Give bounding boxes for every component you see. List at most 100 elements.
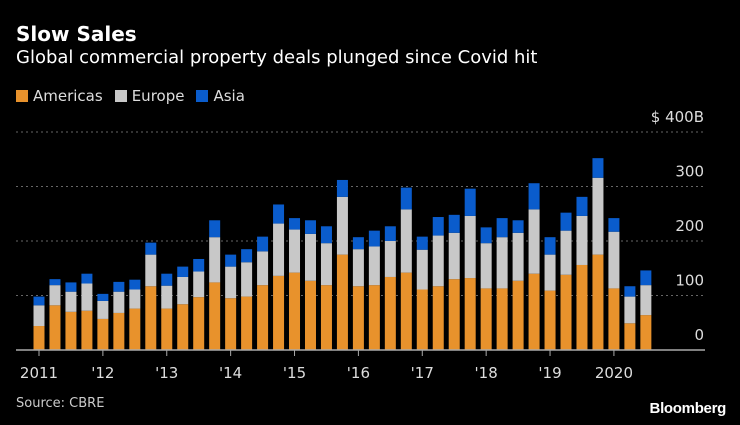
- bar-europe: [352, 249, 364, 287]
- bar-europe: [464, 215, 476, 279]
- bar-europe: [448, 232, 460, 280]
- bar-americas: [352, 286, 364, 350]
- bar-asia: [304, 220, 316, 234]
- bar-americas: [241, 296, 253, 350]
- chart-title: Slow Sales: [16, 22, 137, 46]
- bar-americas: [336, 254, 348, 350]
- bar-asia: [336, 179, 348, 197]
- bar-americas: [145, 286, 157, 350]
- bar-europe: [608, 231, 620, 289]
- bar-asia: [464, 188, 476, 216]
- bar-americas: [273, 275, 285, 350]
- bar-europe: [496, 237, 508, 289]
- bar-europe: [113, 291, 125, 313]
- bar-americas: [432, 286, 444, 350]
- bar-americas: [97, 318, 109, 350]
- bar-americas: [416, 289, 428, 350]
- bar-asia: [97, 293, 109, 301]
- bar-europe: [145, 254, 157, 287]
- x-tick-label: '18: [475, 364, 498, 382]
- bar-europe: [336, 196, 348, 255]
- legend-label-europe: Europe: [131, 87, 185, 105]
- bar-europe: [65, 291, 77, 312]
- bar-asia: [640, 270, 652, 286]
- bar-asia: [576, 196, 588, 216]
- x-tick-label: '19: [538, 364, 561, 382]
- bar-americas: [257, 285, 269, 350]
- x-tick-label: '17: [411, 364, 434, 382]
- bar-americas: [113, 312, 125, 350]
- bar-europe: [97, 300, 109, 319]
- bar-asia: [209, 220, 221, 238]
- bar-americas: [544, 290, 556, 350]
- bar-asia: [368, 230, 380, 247]
- legend-label-americas: Americas: [33, 87, 103, 105]
- legend-item-americas: Americas: [16, 87, 103, 105]
- bar-asia: [432, 217, 444, 236]
- y-tick-label: 0: [694, 326, 704, 344]
- bar-europe: [576, 215, 588, 265]
- bar-americas: [576, 264, 588, 350]
- bar-asia: [592, 158, 604, 178]
- bar-europe: [225, 266, 237, 299]
- bar-europe: [592, 177, 604, 255]
- bar-europe: [193, 271, 205, 298]
- bar-europe: [624, 296, 636, 324]
- bar-asia: [129, 279, 141, 290]
- bar-americas: [560, 274, 572, 350]
- bar-americas: [161, 308, 173, 350]
- x-tick-label: '13: [155, 364, 178, 382]
- bar-europe: [33, 305, 45, 327]
- bar-americas: [33, 326, 45, 350]
- bar-europe: [257, 251, 269, 286]
- bar-asia: [496, 218, 508, 238]
- bar-asia: [273, 204, 285, 224]
- bar-americas: [624, 323, 636, 350]
- bar-asia: [49, 279, 61, 286]
- bar-asia: [65, 282, 77, 292]
- bar-europe: [273, 223, 285, 276]
- bar-europe: [161, 285, 173, 309]
- bar-europe: [512, 232, 524, 281]
- bar-asia: [608, 218, 620, 232]
- bar-asia: [289, 218, 301, 230]
- bar-europe: [544, 254, 556, 291]
- bar-americas: [480, 288, 492, 350]
- bar-americas: [400, 272, 412, 350]
- bar-europe: [528, 209, 540, 274]
- x-tick-label: 2020: [595, 364, 633, 382]
- bar-asia: [528, 183, 540, 210]
- bar-asia: [448, 214, 460, 233]
- bar-americas: [464, 278, 476, 350]
- bar-americas: [448, 279, 460, 350]
- bar-europe: [368, 246, 380, 286]
- bar-americas: [304, 280, 316, 350]
- bar-asia: [560, 212, 572, 231]
- bar-europe: [241, 262, 253, 297]
- bar-europe: [560, 230, 572, 275]
- bar-europe: [81, 283, 93, 311]
- bar-asia: [416, 236, 428, 250]
- legend-swatch-europe: [114, 90, 127, 102]
- bar-americas: [528, 273, 540, 350]
- bar-asia: [624, 286, 636, 297]
- x-tick-label: '15: [283, 364, 306, 382]
- y-tick-label: 200: [675, 217, 704, 235]
- bar-europe: [177, 276, 189, 305]
- bar-europe: [432, 235, 444, 287]
- bar-asia: [113, 281, 125, 292]
- bar-asia: [161, 273, 173, 286]
- bar-americas: [225, 298, 237, 350]
- bar-europe: [320, 243, 332, 286]
- bar-asia: [512, 220, 524, 233]
- bar-europe: [129, 289, 141, 309]
- bar-americas: [608, 288, 620, 350]
- bar-americas: [209, 282, 221, 350]
- bar-asia: [225, 254, 237, 267]
- bar-americas: [49, 305, 61, 350]
- bar-americas: [177, 304, 189, 350]
- bar-europe: [49, 285, 61, 306]
- bar-americas: [496, 288, 508, 350]
- bar-asia: [384, 226, 396, 241]
- bar-asia: [400, 187, 412, 210]
